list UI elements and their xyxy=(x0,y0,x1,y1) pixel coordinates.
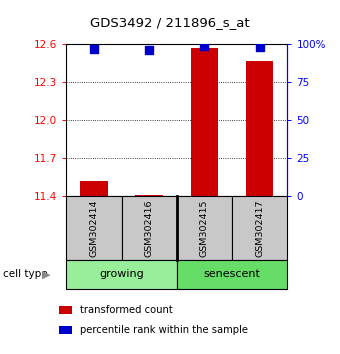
Text: GDS3492 / 211896_s_at: GDS3492 / 211896_s_at xyxy=(90,16,250,29)
Bar xyxy=(80,181,108,196)
Text: growing: growing xyxy=(99,269,144,279)
Text: GSM302417: GSM302417 xyxy=(255,200,264,257)
Bar xyxy=(246,61,273,196)
Point xyxy=(147,47,152,53)
Text: GSM302415: GSM302415 xyxy=(200,200,209,257)
Bar xyxy=(135,195,163,196)
Text: cell type: cell type xyxy=(3,269,48,279)
Text: ▶: ▶ xyxy=(42,269,50,279)
Point xyxy=(202,43,207,48)
Text: GSM302416: GSM302416 xyxy=(145,200,154,257)
Text: transformed count: transformed count xyxy=(80,305,173,315)
Text: GSM302414: GSM302414 xyxy=(89,200,98,257)
Point xyxy=(257,44,262,49)
Point xyxy=(91,46,97,52)
Text: senescent: senescent xyxy=(204,269,260,279)
Text: percentile rank within the sample: percentile rank within the sample xyxy=(80,325,248,335)
Bar xyxy=(191,48,218,196)
